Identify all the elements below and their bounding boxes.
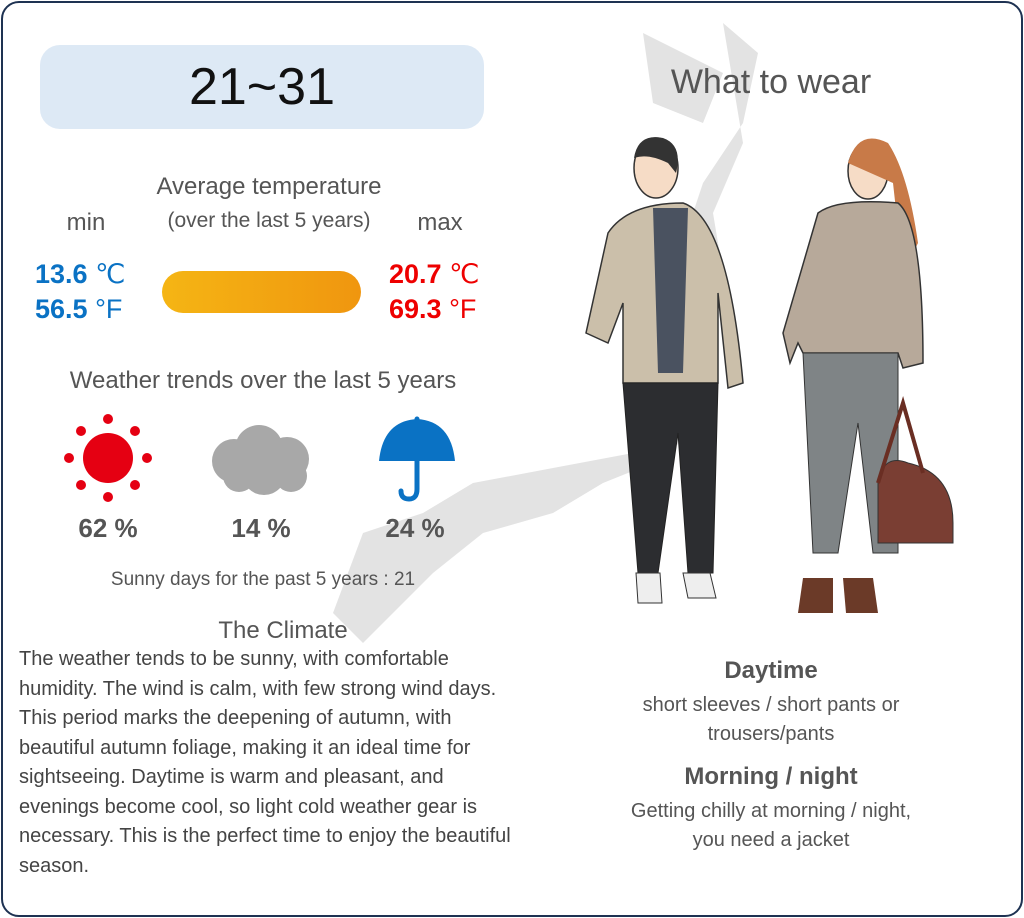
night-line1: Getting chilly at morning / night, — [630, 800, 912, 822]
climate-text: The weather tends to be sunny, with comf… — [19, 648, 511, 877]
what-to-wear-title: What to wear — [670, 63, 872, 101]
temperature-bar — [162, 271, 361, 313]
umbrella-icon — [379, 416, 455, 502]
night-line2: you need a jacket — [692, 829, 850, 851]
cloudy-percent: 14 % — [231, 513, 291, 543]
daytime-label: Daytime — [724, 657, 818, 684]
sun-icon — [64, 414, 152, 502]
sunny-percent: 62 % — [78, 513, 138, 543]
daytime-line2: trousers/pants — [707, 723, 835, 745]
rainy-percent: 24 % — [385, 513, 445, 543]
clothing-illustration — [585, 137, 954, 613]
date-range-title: 21~31 — [40, 45, 484, 129]
trends-title: Weather trends over the last 5 years — [69, 367, 457, 394]
night-label: Morning / night — [684, 763, 858, 790]
min-fahrenheit: 56.5 °F — [35, 294, 123, 324]
daytime-line1: short sleeves / short pants or — [642, 694, 900, 716]
cloud-icon — [212, 425, 309, 495]
max-label: max — [417, 209, 463, 236]
climate-title: The Climate — [218, 617, 348, 644]
min-label: min — [66, 209, 106, 236]
japan-map-background — [333, 23, 758, 643]
max-celsius: 20.7 ℃ — [389, 259, 480, 289]
max-fahrenheit: 69.3 °F — [389, 294, 477, 324]
avg-temp-subtitle: (over the last 5 years) — [167, 209, 371, 232]
avg-temp-title: Average temperature — [156, 173, 382, 200]
min-celsius: 13.6 ℃ — [35, 259, 126, 289]
sunny-days-text: Sunny days for the past 5 years : 21 — [110, 569, 416, 590]
